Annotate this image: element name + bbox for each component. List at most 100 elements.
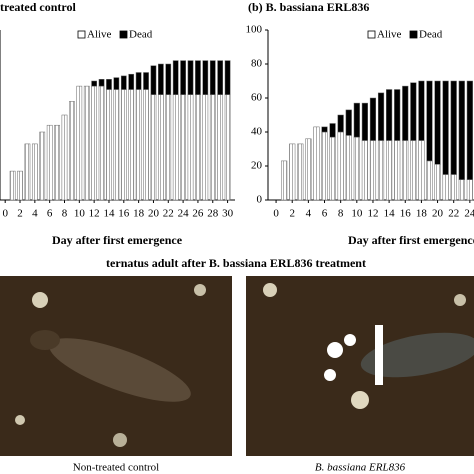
- x-tick-label: 4: [306, 208, 312, 220]
- bar-segment: [321, 126, 328, 133]
- bar-segment: [402, 140, 409, 201]
- bar-segment: [158, 63, 164, 95]
- bar-segment: [337, 131, 344, 201]
- bar-segment: [69, 101, 75, 201]
- bar-segment: [458, 80, 465, 180]
- bar-segment: [180, 60, 186, 95]
- bar-segment: [165, 63, 172, 95]
- x-tick-label: 24: [178, 208, 190, 220]
- bar-segment: [98, 85, 105, 201]
- figure-heading: ternatus adult after B. bassiana ERL836 …: [106, 256, 366, 270]
- bar-segment: [402, 85, 409, 141]
- x-tick-label: 16: [400, 208, 412, 220]
- bar-segment: [361, 102, 368, 141]
- bar-segment: [91, 80, 97, 87]
- legend-label: Alive: [87, 29, 112, 41]
- x-tick-label: 2: [17, 208, 23, 220]
- bar-segment: [76, 85, 83, 201]
- legend-label: Dead: [129, 29, 153, 41]
- bar-segment: [209, 60, 216, 95]
- x-axis-label: Day after first emergence: [52, 233, 183, 247]
- caption: Non-treated control: [73, 462, 159, 474]
- bar-segment: [150, 94, 157, 201]
- bar-segment: [466, 179, 473, 201]
- bar-segment: [329, 136, 336, 201]
- y-tick-label: 20: [251, 160, 263, 172]
- bar-segment: [128, 89, 135, 201]
- y-tick-label: 100: [246, 24, 263, 36]
- bar-segment: [426, 160, 433, 201]
- bar-segment: [120, 75, 127, 90]
- photo-right: [246, 276, 474, 456]
- bar-segment: [113, 89, 120, 201]
- bar-segment: [61, 114, 68, 201]
- bar-segment: [54, 124, 60, 201]
- bar-segment: [187, 60, 194, 95]
- bar-segment: [217, 60, 224, 95]
- bar-segment: [313, 126, 320, 201]
- bar-segment: [410, 140, 417, 201]
- chart-title: (b) B. bassiana ERL836: [248, 0, 369, 14]
- bar-segment: [180, 94, 186, 201]
- bar-segment: [224, 60, 231, 95]
- bar-segment: [418, 140, 425, 201]
- y-tick-label: 0: [257, 194, 263, 206]
- legend-swatch: [119, 30, 128, 39]
- x-tick-label: 8: [62, 208, 68, 220]
- bar-segment: [195, 94, 201, 201]
- bar-segment: [39, 131, 46, 201]
- bar-segment: [143, 89, 149, 201]
- x-tick-label: 14: [103, 208, 115, 220]
- x-tick-label: 28: [207, 208, 219, 220]
- x-tick-label: 10: [351, 208, 363, 220]
- bar-segment: [128, 73, 135, 90]
- bar-segment: [202, 94, 209, 201]
- bar-segment: [9, 170, 16, 201]
- photo-left: [0, 276, 232, 456]
- bar-segment: [120, 89, 127, 201]
- x-tick-label: 8: [338, 208, 344, 220]
- bar-segment: [458, 179, 465, 201]
- bar-segment: [466, 80, 473, 180]
- x-tick-label: 22: [448, 208, 459, 220]
- bar-segment: [106, 89, 112, 201]
- bar-segment: [353, 102, 360, 138]
- bar-segment: [224, 94, 231, 201]
- bar-segment: [106, 79, 112, 90]
- bar-segment: [434, 164, 441, 201]
- x-tick-label: 0: [273, 208, 279, 220]
- bar-segment: [369, 140, 377, 201]
- bar-segment: [289, 143, 296, 201]
- bar-segment: [321, 131, 328, 201]
- y-tick-label: 40: [251, 126, 263, 138]
- legend-swatch: [409, 30, 418, 39]
- bar-segment: [209, 94, 216, 201]
- legend-swatch: [77, 30, 86, 39]
- bar-segment: [83, 85, 90, 201]
- bar-segment: [450, 174, 457, 201]
- bar-segment: [165, 94, 172, 201]
- bar-segment: [426, 80, 433, 162]
- bar-segment: [113, 77, 120, 90]
- x-tick-label: 14: [384, 208, 396, 220]
- y-tick-label: 60: [251, 92, 263, 104]
- bar-segment: [187, 94, 194, 201]
- x-tick-label: 24: [464, 208, 474, 220]
- legend-label: Alive: [377, 29, 402, 41]
- bar-segment: [150, 65, 157, 95]
- bar-segment: [386, 89, 393, 141]
- bar-segment: [281, 160, 288, 201]
- bar-segment: [345, 135, 352, 201]
- x-tick-label: 10: [74, 208, 86, 220]
- legend-label: Dead: [419, 29, 443, 41]
- x-tick-label: 18: [133, 208, 145, 220]
- chart-title: treated control: [0, 0, 77, 14]
- caption: B. bassiana ERL836: [315, 462, 406, 474]
- bar-segment: [377, 140, 385, 201]
- bar-segment: [450, 80, 457, 175]
- bar-segment: [17, 170, 23, 201]
- bar-segment: [369, 97, 377, 141]
- bar-segment: [98, 79, 105, 87]
